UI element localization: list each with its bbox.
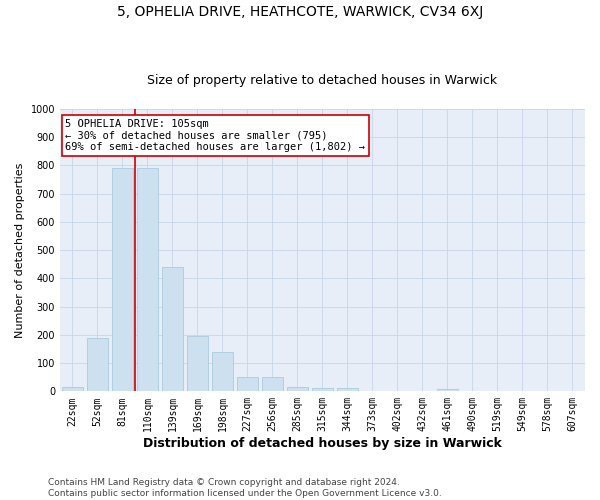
- Bar: [287, 387, 308, 392]
- X-axis label: Distribution of detached houses by size in Warwick: Distribution of detached houses by size …: [143, 437, 502, 450]
- Bar: [262, 377, 283, 392]
- Bar: [237, 377, 258, 392]
- Bar: [62, 387, 83, 392]
- Bar: [87, 338, 108, 392]
- Title: Size of property relative to detached houses in Warwick: Size of property relative to detached ho…: [148, 74, 497, 87]
- Text: 5 OPHELIA DRIVE: 105sqm
← 30% of detached houses are smaller (795)
69% of semi-d: 5 OPHELIA DRIVE: 105sqm ← 30% of detache…: [65, 119, 365, 152]
- Y-axis label: Number of detached properties: Number of detached properties: [15, 162, 25, 338]
- Bar: [337, 388, 358, 392]
- Bar: [137, 168, 158, 392]
- Bar: [437, 388, 458, 392]
- Text: Contains HM Land Registry data © Crown copyright and database right 2024.
Contai: Contains HM Land Registry data © Crown c…: [48, 478, 442, 498]
- Bar: [162, 267, 183, 392]
- Bar: [112, 168, 133, 392]
- Text: 5, OPHELIA DRIVE, HEATHCOTE, WARWICK, CV34 6XJ: 5, OPHELIA DRIVE, HEATHCOTE, WARWICK, CV…: [117, 5, 483, 19]
- Bar: [212, 352, 233, 392]
- Bar: [187, 336, 208, 392]
- Bar: [312, 388, 333, 392]
